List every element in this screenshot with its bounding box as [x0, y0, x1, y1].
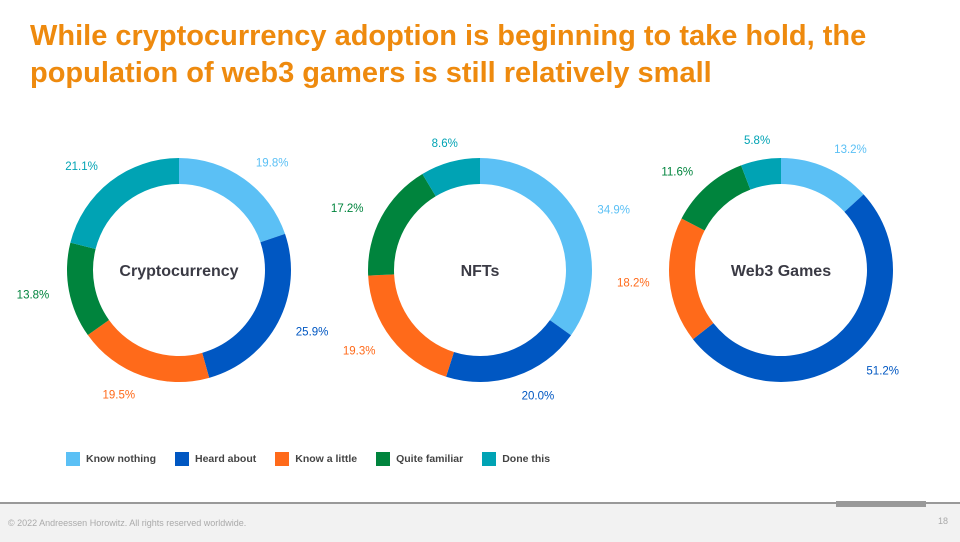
footer: [0, 502, 960, 542]
donut-slice: [446, 320, 572, 382]
donut-slice: [781, 158, 864, 212]
donut-slice: [202, 233, 291, 378]
donut-slice: [87, 319, 210, 382]
donut-slice: [367, 173, 436, 276]
data-label: 11.6%: [661, 167, 693, 179]
donut-slice: [741, 158, 781, 190]
data-label: 20.0%: [522, 390, 555, 402]
data-label: 8.6%: [432, 138, 458, 150]
legend-swatch: [482, 452, 497, 466]
legend-swatch: [275, 452, 290, 466]
data-label: 19.8%: [256, 158, 289, 170]
legend-label: Done this: [502, 453, 551, 465]
donut-slice: [67, 242, 109, 336]
donut-slice: [422, 158, 480, 197]
donut-slice: [70, 158, 179, 250]
data-label: 21.1%: [65, 161, 98, 173]
donut-center-label: Web3 Games: [731, 263, 831, 280]
donut-slice: [480, 158, 592, 336]
data-label: 13.2%: [834, 144, 867, 156]
donut-slice: [692, 194, 893, 382]
data-label: 51.2%: [866, 366, 899, 378]
legend-swatch: [376, 452, 391, 466]
legend-item: Know nothing: [66, 452, 156, 466]
legend-label: Know nothing: [86, 453, 156, 465]
data-label: 17.2%: [331, 203, 364, 215]
slide-title: While cryptocurrency adoption is beginni…: [30, 20, 867, 89]
legend-label: Quite familiar: [396, 453, 464, 465]
footer-accent-bar: [836, 501, 926, 507]
legend-item: Quite familiar: [376, 452, 463, 466]
data-label: 19.5%: [103, 389, 136, 401]
data-label: 5.8%: [744, 135, 770, 147]
legend-item: Done this: [482, 452, 550, 466]
legend-label: Know a little: [295, 453, 358, 465]
legend-label: Heard about: [194, 453, 257, 465]
legend-swatch: [66, 452, 80, 466]
data-label: 18.2%: [617, 277, 650, 289]
data-label: 25.9%: [296, 327, 329, 339]
data-label: 13.8%: [17, 290, 50, 302]
donut-slice: [669, 218, 714, 340]
data-label: 34.9%: [597, 205, 630, 217]
data-label: 19.3%: [343, 346, 376, 358]
donut-center-label: NFTs: [461, 263, 500, 280]
donut-slice: [368, 274, 454, 377]
legend-item: Heard about: [174, 452, 257, 466]
donut-slice: [179, 158, 286, 243]
copyright: © 2022 Andreessen Horowitz. All rights r…: [8, 518, 247, 528]
legend-swatch: [174, 452, 189, 466]
donut-slice: [681, 165, 751, 231]
legend-item: Know a little: [275, 452, 357, 466]
legend: Know nothing Heard about Know a little Q…: [66, 452, 550, 466]
page-number: 18: [937, 516, 948, 526]
donut-center-label: Cryptocurrency: [119, 263, 238, 280]
